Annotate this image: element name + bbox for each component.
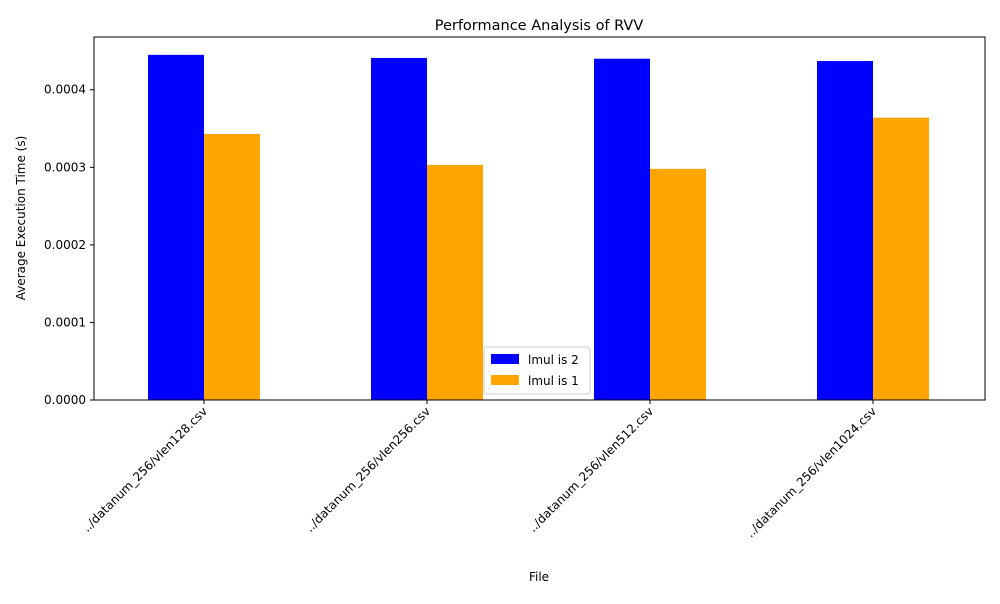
legend: lmul is 2 lmul is 1 <box>483 346 591 395</box>
bars-layer <box>148 54 929 401</box>
y-tick-label: 0.0000 <box>44 393 86 407</box>
x-axis-label: File <box>529 570 549 584</box>
legend-label: lmul is 1 <box>528 374 579 388</box>
plot-frame <box>93 36 986 401</box>
y-tick-label: 0.0002 <box>44 238 86 252</box>
x-tick-label: ../datanum_256/vlen256.csv <box>303 404 434 535</box>
bar-lmul1-3 <box>873 117 929 401</box>
y-tick-label: 0.0003 <box>44 160 86 174</box>
legend-swatch <box>491 354 519 364</box>
bar-lmul1-1 <box>427 164 483 400</box>
y-axis-label: Average Execution Time (s) <box>14 136 28 301</box>
bar-lmul2-3 <box>817 61 873 401</box>
legend-label: lmul is 2 <box>528 353 579 367</box>
bar-lmul2-0 <box>148 54 204 400</box>
x-tick-label: ../datanum_256/vlen512.csv <box>526 404 657 535</box>
y-axis: 0.0000 0.0001 0.0002 0.0003 0.0004 <box>44 83 94 407</box>
bar-lmul2-2 <box>594 58 650 400</box>
x-axis: ../datanum_256/vlen128.csv ../datanum_256… <box>80 400 879 540</box>
y-tick-label: 0.0004 <box>44 83 86 97</box>
chart-title: Performance Analysis of RVV <box>435 18 644 34</box>
bar-lmul1-2 <box>650 168 706 400</box>
legend-swatch <box>491 375 519 385</box>
x-tick-label: ../datanum_256/vlen128.csv <box>80 404 211 535</box>
y-tick-label: 0.0001 <box>44 315 86 329</box>
x-tick-label: ../datanum_256/vlen1024.csv <box>743 404 879 540</box>
bar-lmul1-0 <box>204 133 260 400</box>
bar-lmul2-1 <box>371 57 427 400</box>
